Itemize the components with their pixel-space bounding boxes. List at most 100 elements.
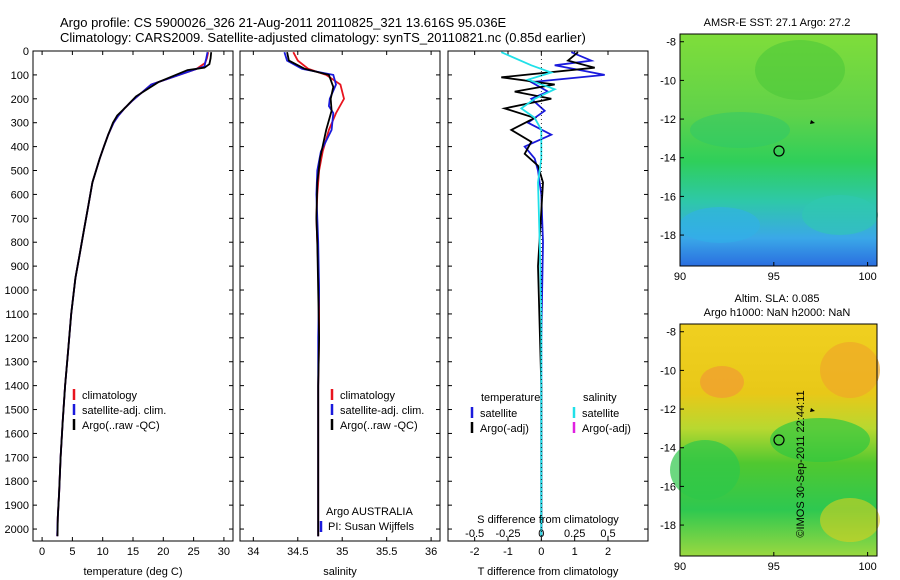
x2-tick-label: -0.5 (465, 528, 484, 540)
map-y-tick-label: -8 (666, 37, 676, 49)
x-tick-label: 20 (157, 546, 169, 558)
x-tick-label: 5 (69, 546, 75, 558)
legend-label: Argo(-adj) (582, 423, 631, 435)
plot-frame (239, 50, 441, 542)
y-tick-label: 700 (11, 213, 29, 225)
x-tick-label: 34 (247, 546, 259, 558)
x-tick-label: 0 (39, 546, 45, 558)
sla-map-patch (700, 366, 744, 398)
x-tick-label: 2 (605, 546, 611, 558)
x-tick-label: 0 (538, 546, 544, 558)
map-y-tick-label: -18 (660, 520, 676, 532)
x2-tick-label: 0 (538, 528, 544, 540)
sla-map-axes: 90 95 100 -8 -10 -12 -14 -16 -18 (660, 327, 877, 573)
y-tick-label: 800 (11, 237, 29, 249)
series-line (56, 52, 213, 537)
x-axis-label: salinity (323, 566, 357, 578)
y-tick-label: 600 (11, 189, 29, 201)
imos-stamp: ©IMOS 30-Sep-2011 22:44:11 (795, 390, 807, 537)
series-line (286, 52, 335, 537)
pi-annotation: PI: Susan Wijffels (328, 521, 414, 533)
y-tick-label: 1300 (5, 357, 29, 369)
profile-panel-1: 0100200300400500600700800900100011001200… (5, 46, 234, 578)
sla-map-title-2: Argo h1000: NaN h2000: NaN (704, 307, 851, 319)
y-tick-label: 100 (11, 70, 29, 82)
map-y-tick-label: -10 (660, 365, 676, 377)
x-tick-label: 36 (425, 546, 437, 558)
y-tick-label: 900 (11, 261, 29, 273)
y-tick-label: 1900 (5, 500, 29, 512)
series-line (500, 51, 558, 537)
map-y-tick-label: -12 (660, 404, 676, 416)
x-tick-label: 35.5 (376, 546, 397, 558)
map-x-tick-label: 100 (858, 271, 876, 283)
series-line (56, 52, 209, 537)
sla-map-frame (679, 323, 878, 557)
sla-map-panel: Altim. SLA: 0.085 Argo h1000: NaN h2000:… (660, 293, 880, 573)
sla-map-patch (670, 440, 740, 500)
y-tick-label: 200 (11, 94, 29, 106)
y-tick-label: 1400 (5, 381, 29, 393)
legend-label: Argo(-adj) (480, 423, 529, 435)
header-line2: Climatology: CARS2009. Satellite-adjuste… (60, 30, 586, 45)
y-tick-label: 1600 (5, 428, 29, 440)
argo-position-marker (773, 145, 785, 157)
y-tick-label: 500 (11, 166, 29, 178)
x-axis-label: temperature (deg C) (83, 566, 182, 578)
x-axis-label: T difference from climatology (478, 566, 619, 578)
sst-map-patch (802, 195, 878, 235)
sla-map-patch (820, 498, 880, 542)
legend-label: satellite-adj. clim. (82, 405, 166, 417)
x-tick-label: 1 (572, 546, 578, 558)
legend-label: satellite-adj. clim. (340, 405, 424, 417)
legend-header: temperature (481, 392, 540, 404)
map-y-tick-label: -16 (660, 191, 676, 203)
x2-tick-label: 0.5 (600, 528, 615, 540)
map-x-tick-label: 100 (858, 561, 876, 573)
map-y-tick-label: -18 (660, 230, 676, 242)
legend-header: salinity (583, 392, 617, 404)
x2-tick-label: 0.25 (564, 528, 585, 540)
float-track-marker (810, 408, 815, 412)
argo-annotation: Argo AUSTRALIA (326, 506, 413, 518)
series-line (501, 51, 595, 537)
map-y-tick-label: -14 (660, 153, 676, 165)
legend-label: satellite (582, 408, 619, 420)
legend-label: satellite (480, 408, 517, 420)
legend-label: Argo(..raw -QC) (340, 420, 418, 432)
y-tick-label: 1700 (5, 452, 29, 464)
sst-map-panel: AMSR-E SST: 27.1 Argo: 27.2 90 95 100 -8 -10… (660, 17, 878, 283)
map-x-tick-label: 90 (674, 271, 686, 283)
map-y-tick-label: -8 (666, 327, 676, 339)
x2-tick-label: -0.25 (495, 528, 520, 540)
header-line1: Argo profile: CS 5900026_326 21-Aug-2011… (60, 15, 507, 30)
legend-label: climatology (82, 390, 138, 402)
x2-axis-label: S difference from climatology (477, 514, 619, 526)
float-track-marker (810, 120, 815, 124)
plot-frame (447, 50, 649, 542)
y-tick-label: 0 (23, 46, 29, 58)
y-tick-label: 400 (11, 142, 29, 154)
y-tick-label: 1200 (5, 333, 29, 345)
x-tick-label: 34.5 (287, 546, 308, 558)
map-y-tick-label: -14 (660, 443, 676, 455)
sst-map-axes: 90 95 100 -8 -10 -12 -14 -16 -18 (660, 37, 877, 283)
x-tick-label: 35 (336, 546, 348, 558)
x-tick-label: 30 (218, 546, 230, 558)
y-tick-label: 1800 (5, 476, 29, 488)
map-y-tick-label: -16 (660, 481, 676, 493)
x-tick-label: -2 (470, 546, 480, 558)
y-tick-label: 2000 (5, 524, 29, 536)
sst-map-title: AMSR-E SST: 27.1 Argo: 27.2 (704, 17, 851, 29)
series-line (56, 52, 210, 537)
sla-map-title-1: Altim. SLA: 0.085 (735, 293, 820, 305)
x-tick-label: -1 (503, 546, 513, 558)
legend-label: Argo(..raw -QC) (82, 420, 160, 432)
sla-map-patch (820, 342, 880, 398)
map-x-tick-label: 95 (768, 271, 780, 283)
profile-panel-3: -2 -1 0 1 2 T difference from climatology temp… (447, 50, 649, 578)
y-tick-label: 1000 (5, 285, 29, 297)
y-tick-label: 1500 (5, 405, 29, 417)
map-y-tick-label: -12 (660, 114, 676, 126)
